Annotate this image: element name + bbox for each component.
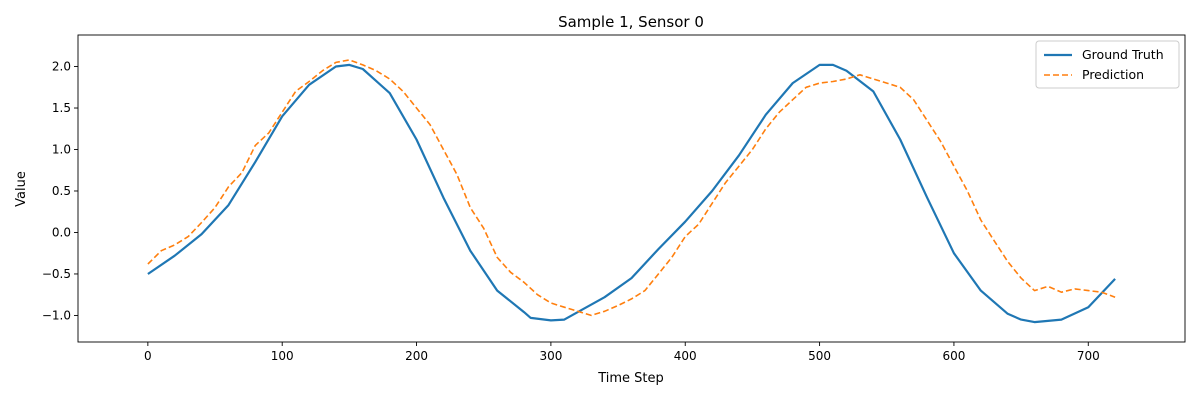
y-tick-label: 1.0 <box>52 143 71 157</box>
series-line-ground-truth <box>147 63 1116 324</box>
axes-frame <box>77 34 1186 343</box>
legend: Ground Truth Prediction <box>1035 40 1180 89</box>
legend-label-ground-truth: Ground Truth <box>1082 47 1164 62</box>
x-tick-label: 200 <box>405 349 428 363</box>
x-tick-label: 100 <box>271 349 294 363</box>
x-axis: 0 100 200 300 400 500 600 700 <box>144 342 1100 363</box>
legend-label-prediction: Prediction <box>1082 67 1144 82</box>
x-tick-label: 400 <box>674 349 697 363</box>
x-tick-label: 700 <box>1077 349 1100 363</box>
legend-box <box>1035 40 1180 89</box>
y-tick-label: 0.0 <box>52 225 71 239</box>
x-tick-label: 300 <box>539 349 562 363</box>
x-tick-label: 600 <box>942 349 965 363</box>
y-axis: −1.0 −0.5 0.0 0.5 1.0 1.5 2.0 <box>42 60 78 322</box>
y-tick-label: 2.0 <box>52 60 71 74</box>
y-tick-label: 1.5 <box>52 101 71 115</box>
plot-area <box>147 59 1116 324</box>
chart-title: Sample 1, Sensor 0 <box>558 13 704 31</box>
y-tick-label: −0.5 <box>42 267 71 281</box>
x-axis-label: Time Step <box>597 371 664 386</box>
series-line-prediction <box>147 59 1116 317</box>
x-tick-label: 0 <box>144 349 152 363</box>
y-tick-label: −1.0 <box>42 308 71 322</box>
x-tick-label: 500 <box>808 349 831 363</box>
y-axis-label: Value <box>14 171 29 207</box>
y-tick-label: 0.5 <box>52 184 71 198</box>
